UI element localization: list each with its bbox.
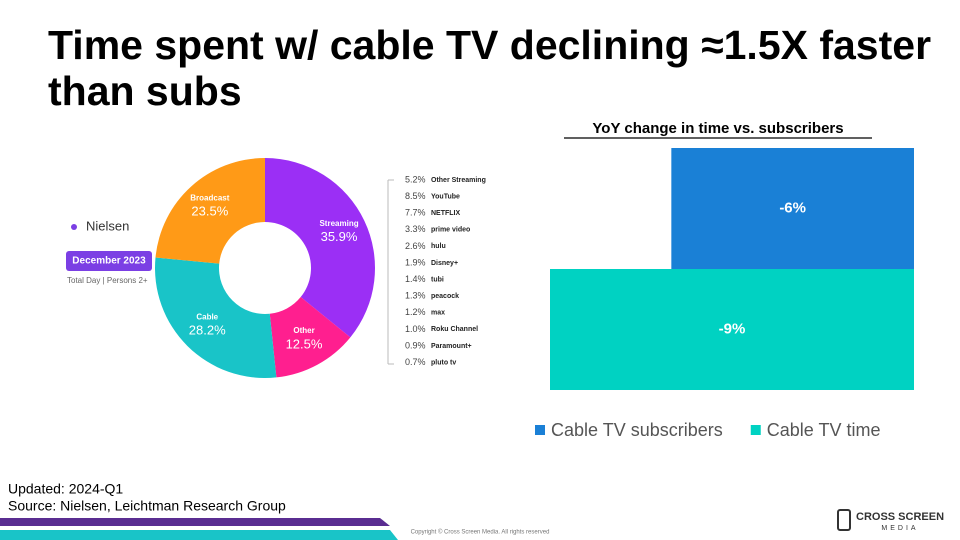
breakdown-name: max xyxy=(431,310,445,317)
slice-value: 35.9% xyxy=(321,229,358,244)
slice-name: Cable xyxy=(196,312,218,321)
breakdown-value: 1.3% xyxy=(405,291,426,301)
breakdown-value: 7.7% xyxy=(405,208,426,218)
breakdown-value: 8.5% xyxy=(405,191,426,201)
legend-label: Cable TV subscribers xyxy=(551,420,723,440)
bar-label: -6% xyxy=(779,199,806,216)
breakdown-name: peacock xyxy=(431,293,459,300)
breakdown-value: 0.9% xyxy=(405,340,426,350)
donut-slice xyxy=(155,257,277,378)
breakdown-value: 1.9% xyxy=(405,257,426,267)
legend-label: Cable TV time xyxy=(767,420,881,440)
period-badge xyxy=(66,251,152,271)
bar xyxy=(671,148,914,269)
brand-dot xyxy=(71,224,77,230)
breakdown-name: tubi xyxy=(431,276,444,283)
updated: Updated: 2024-Q1 xyxy=(8,481,123,497)
breakdown-name: YouTube xyxy=(431,193,460,200)
slice-name: Broadcast xyxy=(190,193,229,202)
breakdown-value: 2.6% xyxy=(405,241,426,251)
slice-value: 28.2% xyxy=(189,323,226,338)
bar-label: -9% xyxy=(719,320,746,337)
source: Source: Nielsen, Leichtman Research Grou… xyxy=(8,498,286,514)
logo-text: MEDIA xyxy=(881,525,918,532)
slice-name: Streaming xyxy=(319,219,358,228)
breakdown-name: Roku Channel xyxy=(431,326,478,333)
breakdown-value: 1.2% xyxy=(405,307,426,317)
logo-text: CROSS SCREEN xyxy=(856,511,944,523)
breakdown-name: Paramount+ xyxy=(431,343,472,350)
donut-slice xyxy=(155,158,265,264)
chart-title: YoY change in time vs. subscribers xyxy=(592,120,843,137)
breakdown-value: 0.7% xyxy=(405,357,426,367)
brand: Nielsen xyxy=(86,218,129,233)
breakdown-value: 5.2% xyxy=(405,174,426,184)
legend-swatch xyxy=(535,425,545,435)
subtitle: Total Day | Persons 2+ xyxy=(67,276,148,285)
breakdown-name: Disney+ xyxy=(431,260,458,267)
breakdown-value: 1.4% xyxy=(405,274,426,284)
slice-value: 12.5% xyxy=(286,337,323,352)
donut-slice xyxy=(265,158,375,338)
breakdown-name: pluto tv xyxy=(431,359,456,366)
breakdown-name: prime video xyxy=(431,227,470,234)
slide-title: Time spent w/ cable TV declining ≈1.5X f… xyxy=(48,22,932,114)
stripe xyxy=(0,518,390,526)
stripe xyxy=(0,530,398,540)
period: December 2023 xyxy=(72,256,146,267)
slice-name: Other xyxy=(293,326,314,335)
bar xyxy=(550,269,914,390)
donut-slice xyxy=(269,297,351,378)
breakdown-name: hulu xyxy=(431,243,446,250)
copyright: Copyright © Cross Screen Media. All righ… xyxy=(411,529,550,536)
breakdown-name: NETFLIX xyxy=(431,210,460,217)
breakdown-value: 1.0% xyxy=(405,324,426,334)
logo-icon xyxy=(837,509,851,531)
slice-value: 23.5% xyxy=(191,204,228,219)
legend-swatch xyxy=(750,425,761,435)
breakdown-value: 3.3% xyxy=(405,224,426,234)
breakdown-name: Other Streaming xyxy=(431,177,486,184)
